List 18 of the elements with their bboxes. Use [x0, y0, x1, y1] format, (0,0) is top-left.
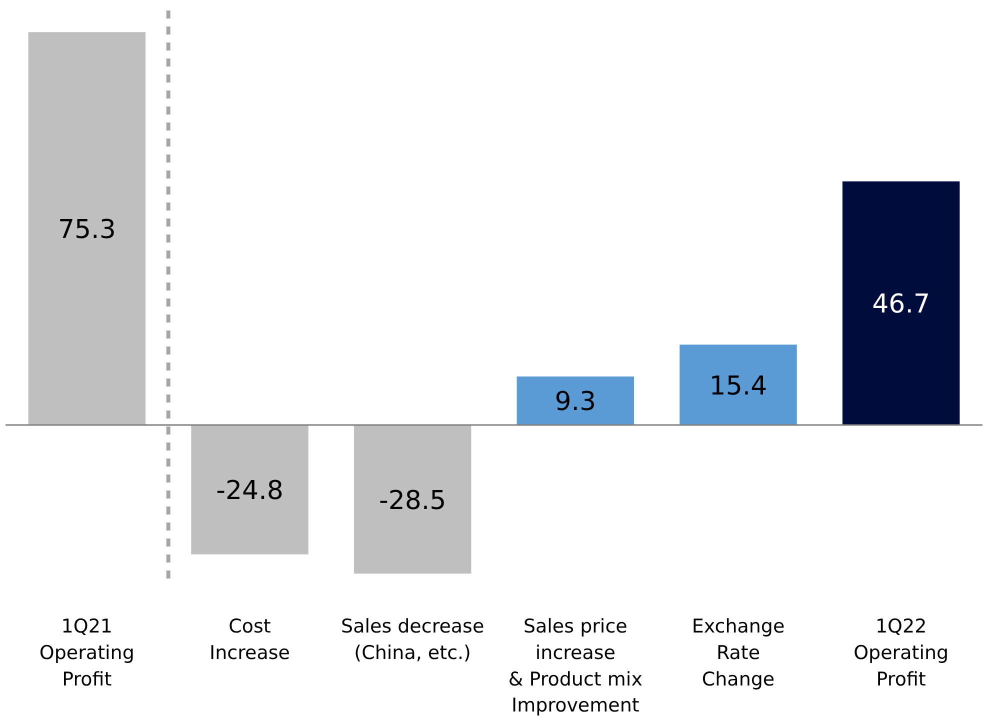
x-tick-label: Cost Increase: [210, 616, 290, 664]
bar: [680, 344, 797, 425]
bar: [191, 424, 308, 554]
bar: [516, 376, 634, 425]
bar: [354, 424, 472, 574]
x-tick-label: Sales decrease (China, etc.): [341, 616, 484, 664]
x-tick-label: Sales price increase & Product mix Improvement: [508, 616, 642, 717]
data-label: 75.3: [58, 215, 116, 246]
x-tick-label: 1Q22 Operating Profit: [854, 616, 949, 690]
data-label: -28.5: [378, 486, 446, 516]
data-label: 15.4: [709, 371, 768, 402]
bar: [28, 32, 146, 425]
x-tick-label: 1Q21 Operating Profit: [39, 616, 134, 690]
bar: [842, 181, 960, 425]
data-label: 46.7: [872, 290, 930, 320]
x-tick-label: Exchange Rate Change: [692, 616, 785, 690]
data-label: -24.8: [216, 476, 284, 506]
data-label: 9.3: [554, 387, 596, 418]
